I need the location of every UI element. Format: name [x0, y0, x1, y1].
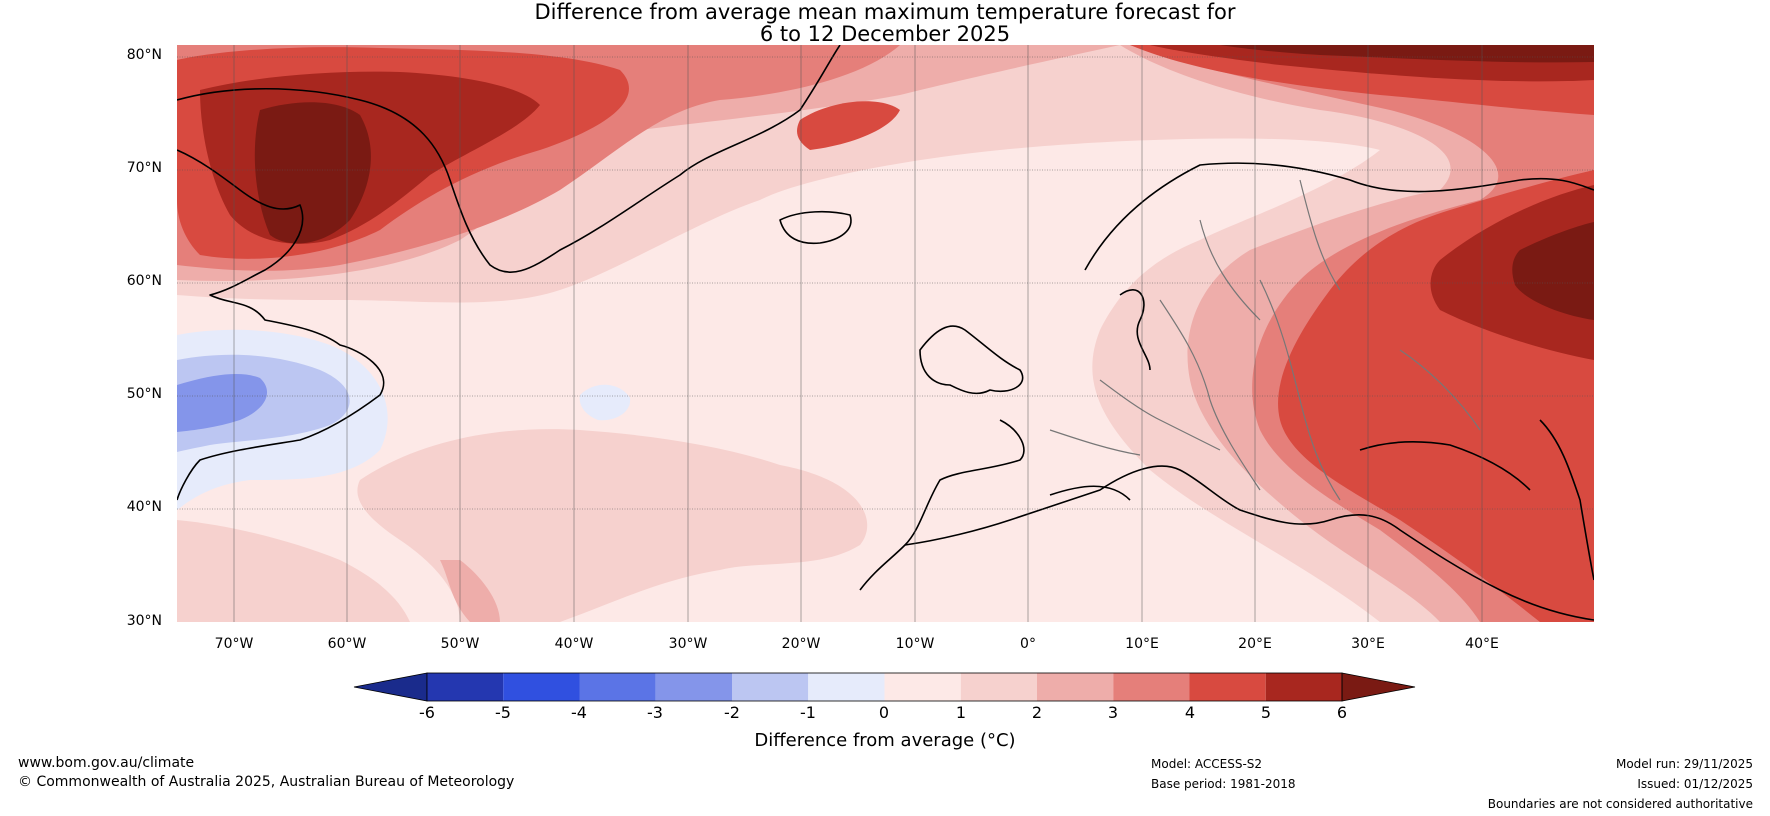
border-7 — [1399, 349, 1481, 431]
coast-british-isles — [919, 325, 1024, 395]
anomaly-band-1-2-atlantic — [357, 429, 868, 622]
map-title-line2: 6 to 12 December 2025 — [759, 22, 1011, 46]
colorbar-swatch — [884, 673, 961, 701]
anomaly-band-5-6-russia — [1430, 185, 1594, 360]
lon-label-70w: 70°W — [214, 636, 254, 652]
colorbar-swatch — [503, 673, 580, 701]
lon-label-50w: 50°W — [440, 636, 480, 652]
lat-label-80n: 80°N — [126, 47, 162, 63]
colorbar-tick: 1 — [955, 703, 967, 722]
colorbar-tick: 0 — [878, 703, 890, 722]
colorbar-extend-low — [353, 672, 428, 702]
lon-label-40w: 40°W — [554, 636, 594, 652]
border-5 — [1199, 219, 1261, 321]
coast-italy — [1049, 485, 1131, 501]
coast-caspian — [1539, 419, 1594, 581]
lon-label-10w: 10°W — [895, 636, 935, 652]
colorbar-tick: -4 — [571, 703, 587, 722]
footer-model: Model: ACCESS-S2 — [1151, 757, 1263, 771]
colorbar-tick: -2 — [724, 703, 740, 722]
colorbar-tick: 2 — [1031, 703, 1043, 722]
colorbar-swatch — [655, 673, 732, 701]
border-2 — [1159, 299, 1261, 491]
colorbar-swatch — [1265, 673, 1342, 701]
colorbar-swatch — [808, 673, 885, 701]
coast-black-sea — [1359, 440, 1531, 491]
lon-label-30w: 30°W — [668, 636, 708, 652]
country-borders — [1049, 179, 1481, 501]
lon-label-20e: 20°E — [1238, 636, 1272, 652]
border-4 — [1049, 429, 1141, 456]
colorbar-swatch — [1189, 673, 1266, 701]
footer-website: www.bom.gov.au/climate — [18, 755, 195, 771]
colorbar-label: Difference from average (°C) — [754, 730, 1016, 751]
border-1 — [1099, 379, 1221, 451]
colorbar-tick: -6 — [419, 703, 435, 722]
anomaly-band-2-3-patch — [440, 560, 500, 622]
lon-label-30e: 30°E — [1351, 636, 1385, 652]
lat-label-50n: 50°N — [126, 386, 162, 402]
lon-label-0: 0° — [1020, 636, 1036, 652]
colorbar-swatch — [732, 673, 809, 701]
colorbar-swatch — [1037, 673, 1114, 701]
anomaly-band-4-5-patch — [797, 101, 900, 150]
colorbar-swatch — [579, 673, 656, 701]
lon-label-60w: 60°W — [327, 636, 367, 652]
coast-iberia-west — [859, 419, 1025, 591]
colorbar — [353, 672, 1416, 702]
colorbar-tick: -5 — [495, 703, 511, 722]
lon-label-20w: 20°W — [781, 636, 821, 652]
coast-greenland — [177, 45, 841, 273]
coast-iceland — [779, 210, 852, 245]
colorbar-tick: 6 — [1336, 703, 1348, 722]
coast-scandinavia — [1084, 162, 1594, 271]
footer-disclaimer: Boundaries are not considered authoritat… — [1487, 797, 1753, 811]
coast-norway-south — [1119, 289, 1151, 371]
lon-label-10e: 10°E — [1125, 636, 1159, 652]
colorbar-swatch — [960, 673, 1037, 701]
footer-model-run: Model run: 29/11/2025 — [1615, 757, 1753, 771]
colorbar-outline — [426, 672, 1343, 702]
colorbar-extend-high — [1341, 672, 1416, 702]
colorbar-tick: -1 — [800, 703, 816, 722]
anomaly-band-6-plus-greenland — [254, 102, 371, 244]
gridlines — [177, 56, 1594, 510]
anomaly-band-6-plus-arctic — [1220, 45, 1594, 63]
lat-label-60n: 60°N — [126, 273, 162, 289]
footer-issued: Issued: 01/12/2025 — [1637, 777, 1753, 791]
anomaly-band-6-plus-russia — [1512, 222, 1594, 320]
border-3 — [1259, 279, 1341, 501]
meridians — [233, 45, 1483, 622]
lon-label-40e: 40°E — [1465, 636, 1499, 652]
anomaly-band-neg-2-3 — [177, 374, 268, 432]
anomaly-band-1-2-south — [177, 520, 410, 622]
colorbar-tick: -3 — [647, 703, 663, 722]
anomaly-band-neg-0-1-atlantic — [579, 384, 631, 421]
footer-copyright: © Commonwealth of Australia 2025, Austra… — [18, 774, 515, 790]
footer-base-period: Base period: 1981-2018 — [1151, 777, 1296, 791]
lat-label-30n: 30°N — [126, 613, 162, 629]
colorbar-swatch — [1113, 673, 1190, 701]
border-6 — [1299, 179, 1341, 291]
lat-label-70n: 70°N — [126, 160, 162, 176]
colorbar-tick: 4 — [1184, 703, 1196, 722]
anomaly-field — [177, 45, 1594, 622]
lat-label-40n: 40°N — [126, 499, 162, 515]
colorbar-tick: 5 — [1260, 703, 1272, 722]
colorbar-tick: 3 — [1107, 703, 1119, 722]
colorbar-swatch — [427, 673, 504, 701]
map-title-line1: Difference from average mean maximum tem… — [534, 0, 1236, 24]
coast-north-america — [177, 149, 385, 501]
